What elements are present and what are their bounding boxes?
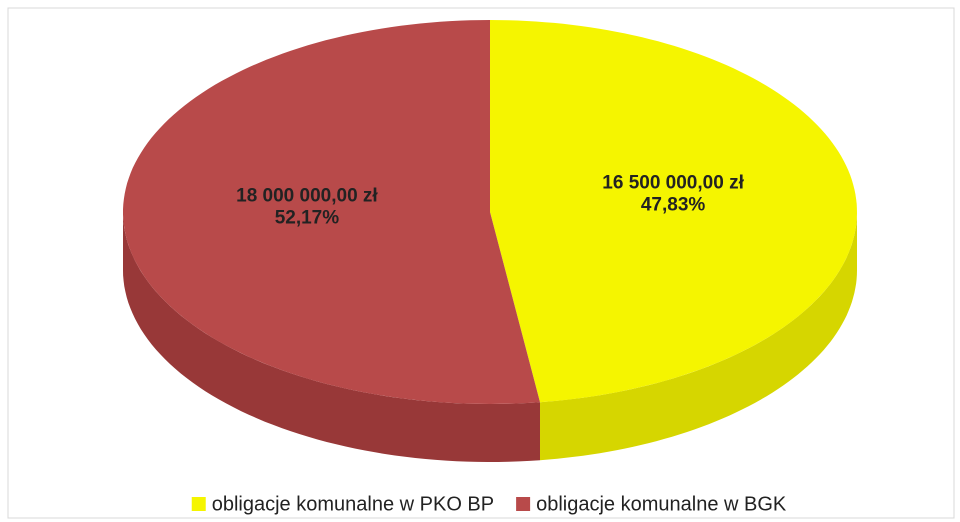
legend-label: obligacje komunalne w BGK	[536, 493, 787, 515]
pie-side	[540, 212, 857, 461]
value-label: 18 000 000,00 zł	[236, 186, 378, 207]
pie-sides	[123, 212, 857, 462]
pie-slice	[123, 20, 540, 404]
value-label: 16 500 000,00 zł	[602, 172, 744, 193]
legend: obligacje komunalne w PKO BP obligacje ko…	[191, 493, 787, 515]
percent-label: 47,83%	[641, 194, 706, 215]
legend-label: obligacje komunalne w PKO BP	[212, 493, 494, 515]
pie-slice	[490, 20, 857, 403]
percent-label: 52,17%	[275, 208, 340, 229]
legend-swatch	[191, 497, 206, 511]
legend-swatch	[516, 497, 531, 511]
pie-side	[123, 212, 540, 462]
pie-tops	[123, 20, 857, 404]
